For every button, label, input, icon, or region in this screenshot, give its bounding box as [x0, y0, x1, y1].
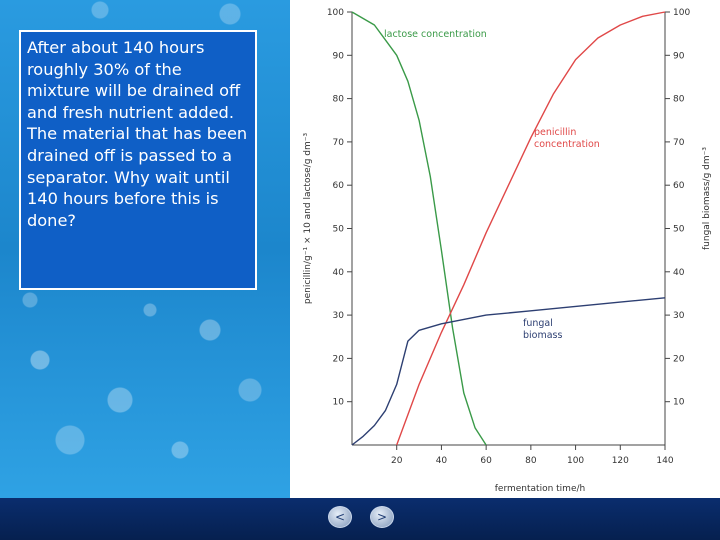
y-tick-label-right: 40	[673, 268, 685, 278]
y-tick-label-left: 20	[333, 354, 345, 364]
series-label: concentration	[534, 139, 600, 150]
y-tick-label-left: 90	[333, 51, 345, 61]
chevron-right-icon: >	[376, 510, 388, 524]
series-line-fungal-biomass	[351, 297, 666, 446]
x-axis-title: fermentation time/h	[495, 484, 585, 494]
series-line-lactose-concentration	[351, 11, 487, 446]
y-tick-label-left: 10	[333, 398, 345, 408]
y-tick-label-right: 20	[673, 354, 685, 364]
next-slide-button[interactable]: >	[370, 506, 394, 528]
question-text: After about 140 hours roughly 30% of the…	[27, 38, 248, 230]
series-label: lactose concentration	[384, 29, 487, 40]
y-axis-title-left: penicillin/g⁻¹ × 10 and lactose/g dm⁻³	[303, 132, 313, 304]
y-tick-label-right: 100	[673, 8, 690, 18]
series-label: biomass	[523, 330, 563, 341]
x-tick-label: 140	[656, 456, 673, 466]
y-tick-label-left: 30	[333, 311, 345, 321]
series-line-penicillin-concentration	[396, 11, 666, 446]
y-tick-label-right: 90	[673, 51, 685, 61]
y-tick-label-left: 40	[333, 268, 345, 278]
y-tick-label-left: 60	[333, 181, 345, 191]
y-tick-label-right: 60	[673, 181, 685, 191]
y-tick-label-left: 50	[333, 225, 345, 235]
bottom-bar	[0, 498, 720, 540]
x-tick-label: 120	[612, 456, 629, 466]
x-tick-label: 40	[436, 456, 448, 466]
y-tick-label-left: 70	[333, 138, 345, 148]
series-label: penicillin	[534, 127, 576, 138]
previous-slide-button[interactable]: <	[328, 506, 352, 528]
chart: 10 10 20 20 30 30 40 40 50 50 60 60 70 70 80 80 90 90 100 1…	[303, 8, 712, 494]
x-tick-label: 60	[480, 456, 492, 466]
question-box: After about 140 hours roughly 30% of the…	[19, 30, 257, 290]
series-label: fungal	[523, 318, 553, 329]
y-tick-label-right: 50	[673, 225, 685, 235]
y-tick-label-right: 10	[673, 398, 685, 408]
x-tick-label: 20	[391, 456, 403, 466]
y-tick-label-right: 80	[673, 95, 685, 105]
y-tick-label-right: 70	[673, 138, 685, 148]
y-axis-title-right: fungal biomass/g dm⁻³	[702, 147, 712, 250]
chevron-left-icon: <	[334, 510, 346, 524]
x-tick-label: 100	[567, 456, 584, 466]
y-tick-label-left: 100	[327, 8, 344, 18]
y-tick-label-right: 30	[673, 311, 685, 321]
y-tick-label-left: 80	[333, 95, 345, 105]
chart-panel	[290, 0, 720, 498]
x-tick-label: 80	[525, 456, 537, 466]
